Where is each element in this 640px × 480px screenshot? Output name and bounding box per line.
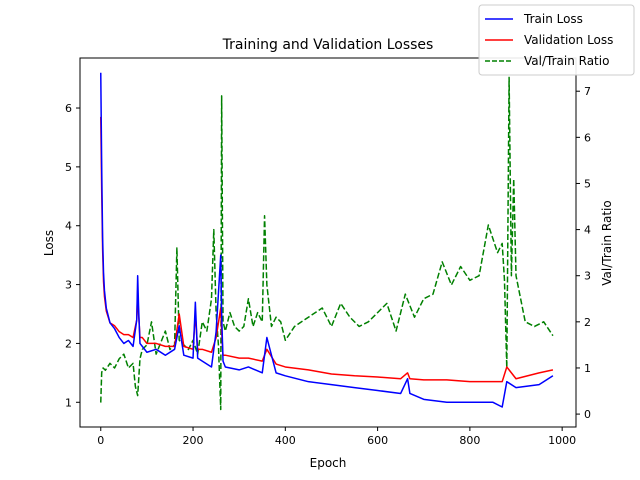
chart-title: Training and Validation Losses	[222, 37, 434, 53]
y2-tick-label: 6	[584, 131, 591, 144]
y2-axis-ticks: 0 1 2 3 4 5 6 7	[576, 85, 591, 421]
x-tick-label: 0	[97, 434, 104, 447]
x-tick-label: 400	[275, 434, 296, 447]
legend-label-train: Train Loss	[523, 12, 583, 26]
y-axis-ticks: 1 2 3 4 5 6	[65, 102, 80, 409]
y2-axis-label: Val/Train Ratio	[600, 200, 614, 285]
y-tick-label: 1	[65, 396, 72, 409]
y-tick-label: 4	[65, 220, 72, 233]
x-axis-label: Epoch	[310, 456, 347, 470]
y-tick-label: 2	[65, 337, 72, 350]
ratio-line	[100, 76, 554, 411]
y-tick-label: 6	[65, 102, 72, 115]
x-tick-label: 1000	[548, 434, 576, 447]
legend-box	[478, 4, 635, 76]
y2-tick-label: 0	[584, 408, 591, 421]
y2-tick-label: 4	[584, 224, 591, 237]
y-tick-label: 3	[65, 279, 72, 292]
y2-tick-label: 5	[584, 177, 591, 190]
axes-frame	[79, 57, 577, 428]
x-tick-label: 600	[367, 434, 388, 447]
y2-tick-label: 2	[584, 316, 591, 329]
y-axis-label: Loss	[42, 230, 56, 256]
x-tick-label: 200	[183, 434, 204, 447]
y2-tick-label: 7	[584, 85, 591, 98]
y-tick-label: 5	[65, 161, 72, 174]
x-axis-ticks: 0 200 400 600 800 1000	[97, 427, 576, 447]
legend-label-ratio: Val/Train Ratio	[524, 54, 609, 68]
validation-loss-line	[100, 116, 554, 383]
x-tick-label: 800	[459, 434, 480, 447]
legend: Train Loss Validation Loss Val/Train Rat…	[478, 4, 635, 76]
plot-area	[100, 72, 554, 411]
train-loss-line	[100, 72, 554, 408]
legend-label-val: Validation Loss	[524, 33, 613, 47]
y2-tick-label: 1	[584, 362, 591, 375]
y2-tick-label: 3	[584, 270, 591, 283]
